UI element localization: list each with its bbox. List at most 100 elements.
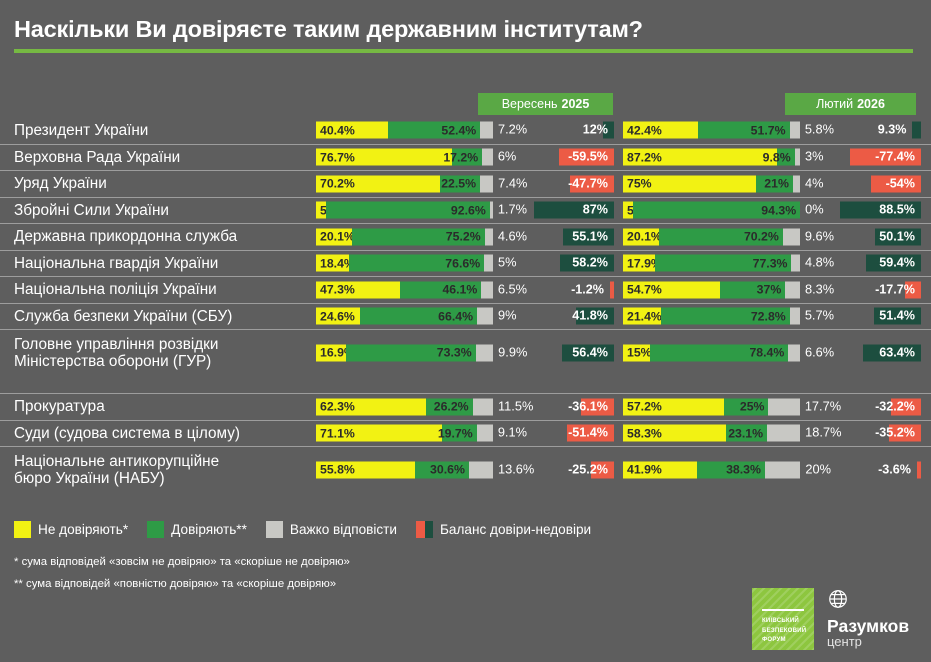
period-cell-feb2026: 21.4% 72.8% 5.7% 51.4% (623, 304, 930, 330)
table-row: Президент України 40.4% 52.4% 7.2% 12% 42.4% 5… (0, 117, 931, 144)
institution-label: Служба безпеки України (СБУ) (14, 307, 233, 325)
segment-distrust: 71.1% (316, 424, 442, 442)
balance-bar: 9.3% (878, 121, 921, 139)
table-row: Національна гвардія України 18.4% 76.6% 5% 5… (0, 249, 931, 277)
balance-value: 58.2% (572, 255, 608, 270)
balance-bar: -77.4% (849, 148, 921, 166)
segment-trust-value: 46.1% (442, 282, 478, 297)
legend-swatch-distrust (14, 521, 31, 538)
segment-trust: 38.3% (697, 461, 765, 479)
segment-hard (477, 307, 493, 325)
segment-distrust-value: 24.6% (320, 309, 355, 324)
balance-bar: 55.1% (563, 228, 614, 246)
title-underline (14, 49, 913, 53)
stacked-bar: 41.9% 38.3% (623, 461, 801, 479)
stacked-bar: 20.1% 70.2% (623, 228, 800, 246)
balance-value: -54% (885, 176, 915, 191)
segment-trust: 73.3% (345, 344, 476, 362)
period-cell-feb2026: 5.8% 94.3% 0% 88.5% (623, 198, 930, 224)
stacked-bar: 15% 78.4% (623, 344, 800, 362)
period-cell-sep2025: 24.6% 66.4% 9% 41.8% (316, 304, 623, 330)
segment-trust: 75.2% (351, 228, 485, 246)
segment-trust: 72.8% (660, 307, 790, 325)
stacked-bar: 20.1% 75.2% (316, 228, 493, 246)
segment-trust: 9.8% (763, 148, 795, 166)
stacked-bar: 42.4% 51.7% (623, 121, 800, 139)
column-header-sep2025: Вересень 2025 (478, 93, 613, 115)
segment-trust-value: 94.3% (761, 203, 797, 218)
segment-hard (480, 121, 493, 139)
segment-hard (484, 228, 493, 246)
segment-trust: 92.6% (325, 201, 490, 219)
institution-label: Верховна Рада України (14, 148, 181, 166)
segment-hard (767, 424, 801, 442)
balance-value: 88.5% (879, 202, 915, 217)
segment-trust-value: 9.8% (762, 150, 791, 165)
ksf-logo-line1: КИЇВСЬКИЙ (762, 617, 800, 625)
balance-bar: -35.2% (875, 424, 921, 442)
hard-to-answer-value: 1.7% (497, 201, 527, 217)
stacked-bar: 17.9% 77.3% (623, 254, 800, 272)
razumkov-name: Разумков (827, 616, 910, 636)
segment-distrust: 15% (623, 344, 652, 362)
segment-distrust: 17.9% (623, 254, 662, 272)
legend-item-hard: Важко відповісти (265, 521, 397, 538)
balance-value: 41.8% (572, 308, 608, 323)
page-title: Наскільки Ви довіряєте таким державним і… (14, 16, 643, 42)
segment-trust-value: 78.4% (749, 345, 785, 360)
segment-trust-value: 51.7% (750, 123, 786, 138)
period-cell-sep2025: 5.6% 92.6% 1.7% 87% (316, 198, 623, 224)
segment-hard (782, 228, 800, 246)
balance-value: 55.1% (572, 229, 608, 244)
segment-trust-value: 72.8% (750, 309, 786, 324)
legend-label-balance: Баланс довіри-недовіри (440, 522, 592, 537)
stacked-bar: 5.8% 94.3% (623, 201, 801, 219)
segment-distrust-value: 55.8% (320, 462, 355, 477)
hard-to-answer-value: 0% (805, 201, 824, 217)
balance-value: 59.4% (879, 255, 915, 270)
hard-to-answer-value: 6.6% (805, 344, 835, 360)
legend-item-trust: Довіряють** (147, 521, 247, 538)
balance-value: -3.6% (878, 462, 911, 477)
balance-bar: 51.4% (873, 307, 921, 325)
hard-to-answer-value: 13.6% (498, 461, 535, 477)
segment-hard (468, 461, 493, 479)
period-cell-sep2025: 62.3% 26.2% 11.5% -36.1% (316, 394, 623, 420)
period-cell-sep2025: 18.4% 76.6% 5% 58.2% (316, 251, 623, 277)
segment-distrust-value: 62.3% (320, 399, 355, 414)
segment-trust: 19.7% (438, 424, 477, 442)
balance-bar: 50.1% (874, 228, 921, 246)
razumkov-logo: Разумков центр (827, 588, 909, 650)
column-header-sep2025-month: Вересень (501, 97, 558, 111)
segment-trust: 51.7% (698, 121, 790, 139)
legend-swatch-trust (147, 521, 165, 538)
stacked-bar: 18.4% 76.6% (316, 254, 493, 272)
hard-to-answer-value: 18.7% (805, 424, 842, 440)
hard-to-answer-value: 11.5% (498, 398, 534, 414)
hard-to-answer-value: 5.8% (804, 121, 834, 137)
segment-trust-value: 38.3% (726, 462, 761, 477)
ksf-logo-line2: БЕЗПЕКОВИЙ (762, 626, 807, 634)
ksf-logo-line3: ФОРУМ (762, 636, 786, 644)
stacked-bar: 71.1% 19.7% (316, 424, 493, 442)
balance-value: -17.7% (875, 282, 915, 297)
segment-trust-value: 17.2% (443, 150, 479, 165)
hard-to-answer-value: 9.9% (498, 344, 528, 360)
institution-label: Державна прикордонна служба (14, 228, 238, 246)
period-cell-sep2025: 55.8% 30.6% 13.6% -25.2% (316, 447, 623, 493)
balance-bar: 56.4% (562, 344, 614, 362)
segment-hard (794, 148, 800, 166)
segment-distrust-value: 41.9% (627, 462, 662, 477)
institution-label: Уряд України (14, 175, 107, 193)
stacked-bar: 40.4% 52.4% (316, 121, 493, 139)
balance-bar: -1.2% (571, 281, 614, 299)
period-cell-sep2025: 47.3% 46.1% 6.5% -1.2% (316, 277, 623, 303)
segment-trust-value: 73.3% (436, 345, 472, 360)
segment-trust: 21% (755, 175, 793, 193)
balance-value: -25.2% (568, 462, 608, 477)
segment-distrust-value: 87.2% (627, 150, 662, 165)
segment-distrust-value: 70.2% (320, 176, 355, 191)
segment-distrust: 58.3% (623, 424, 727, 442)
hard-to-answer-value: 4.6% (497, 228, 527, 244)
segment-trust: 66.4% (359, 307, 478, 325)
